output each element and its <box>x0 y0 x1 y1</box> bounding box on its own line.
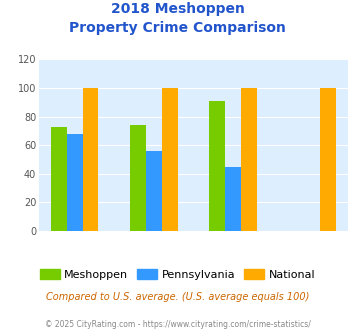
Text: Compared to U.S. average. (U.S. average equals 100): Compared to U.S. average. (U.S. average … <box>46 292 309 302</box>
Bar <box>225 167 241 231</box>
Bar <box>209 101 225 231</box>
Bar <box>146 151 162 231</box>
Bar <box>130 125 146 231</box>
Bar <box>162 88 178 231</box>
Text: 2018 Meshoppen: 2018 Meshoppen <box>110 2 245 16</box>
Bar <box>241 88 257 231</box>
Bar <box>51 127 67 231</box>
Bar <box>83 88 98 231</box>
Bar <box>320 88 336 231</box>
Text: Property Crime Comparison: Property Crime Comparison <box>69 21 286 35</box>
Text: © 2025 CityRating.com - https://www.cityrating.com/crime-statistics/: © 2025 CityRating.com - https://www.city… <box>45 320 310 329</box>
Legend: Meshoppen, Pennsylvania, National: Meshoppen, Pennsylvania, National <box>35 265 320 284</box>
Bar <box>67 134 83 231</box>
